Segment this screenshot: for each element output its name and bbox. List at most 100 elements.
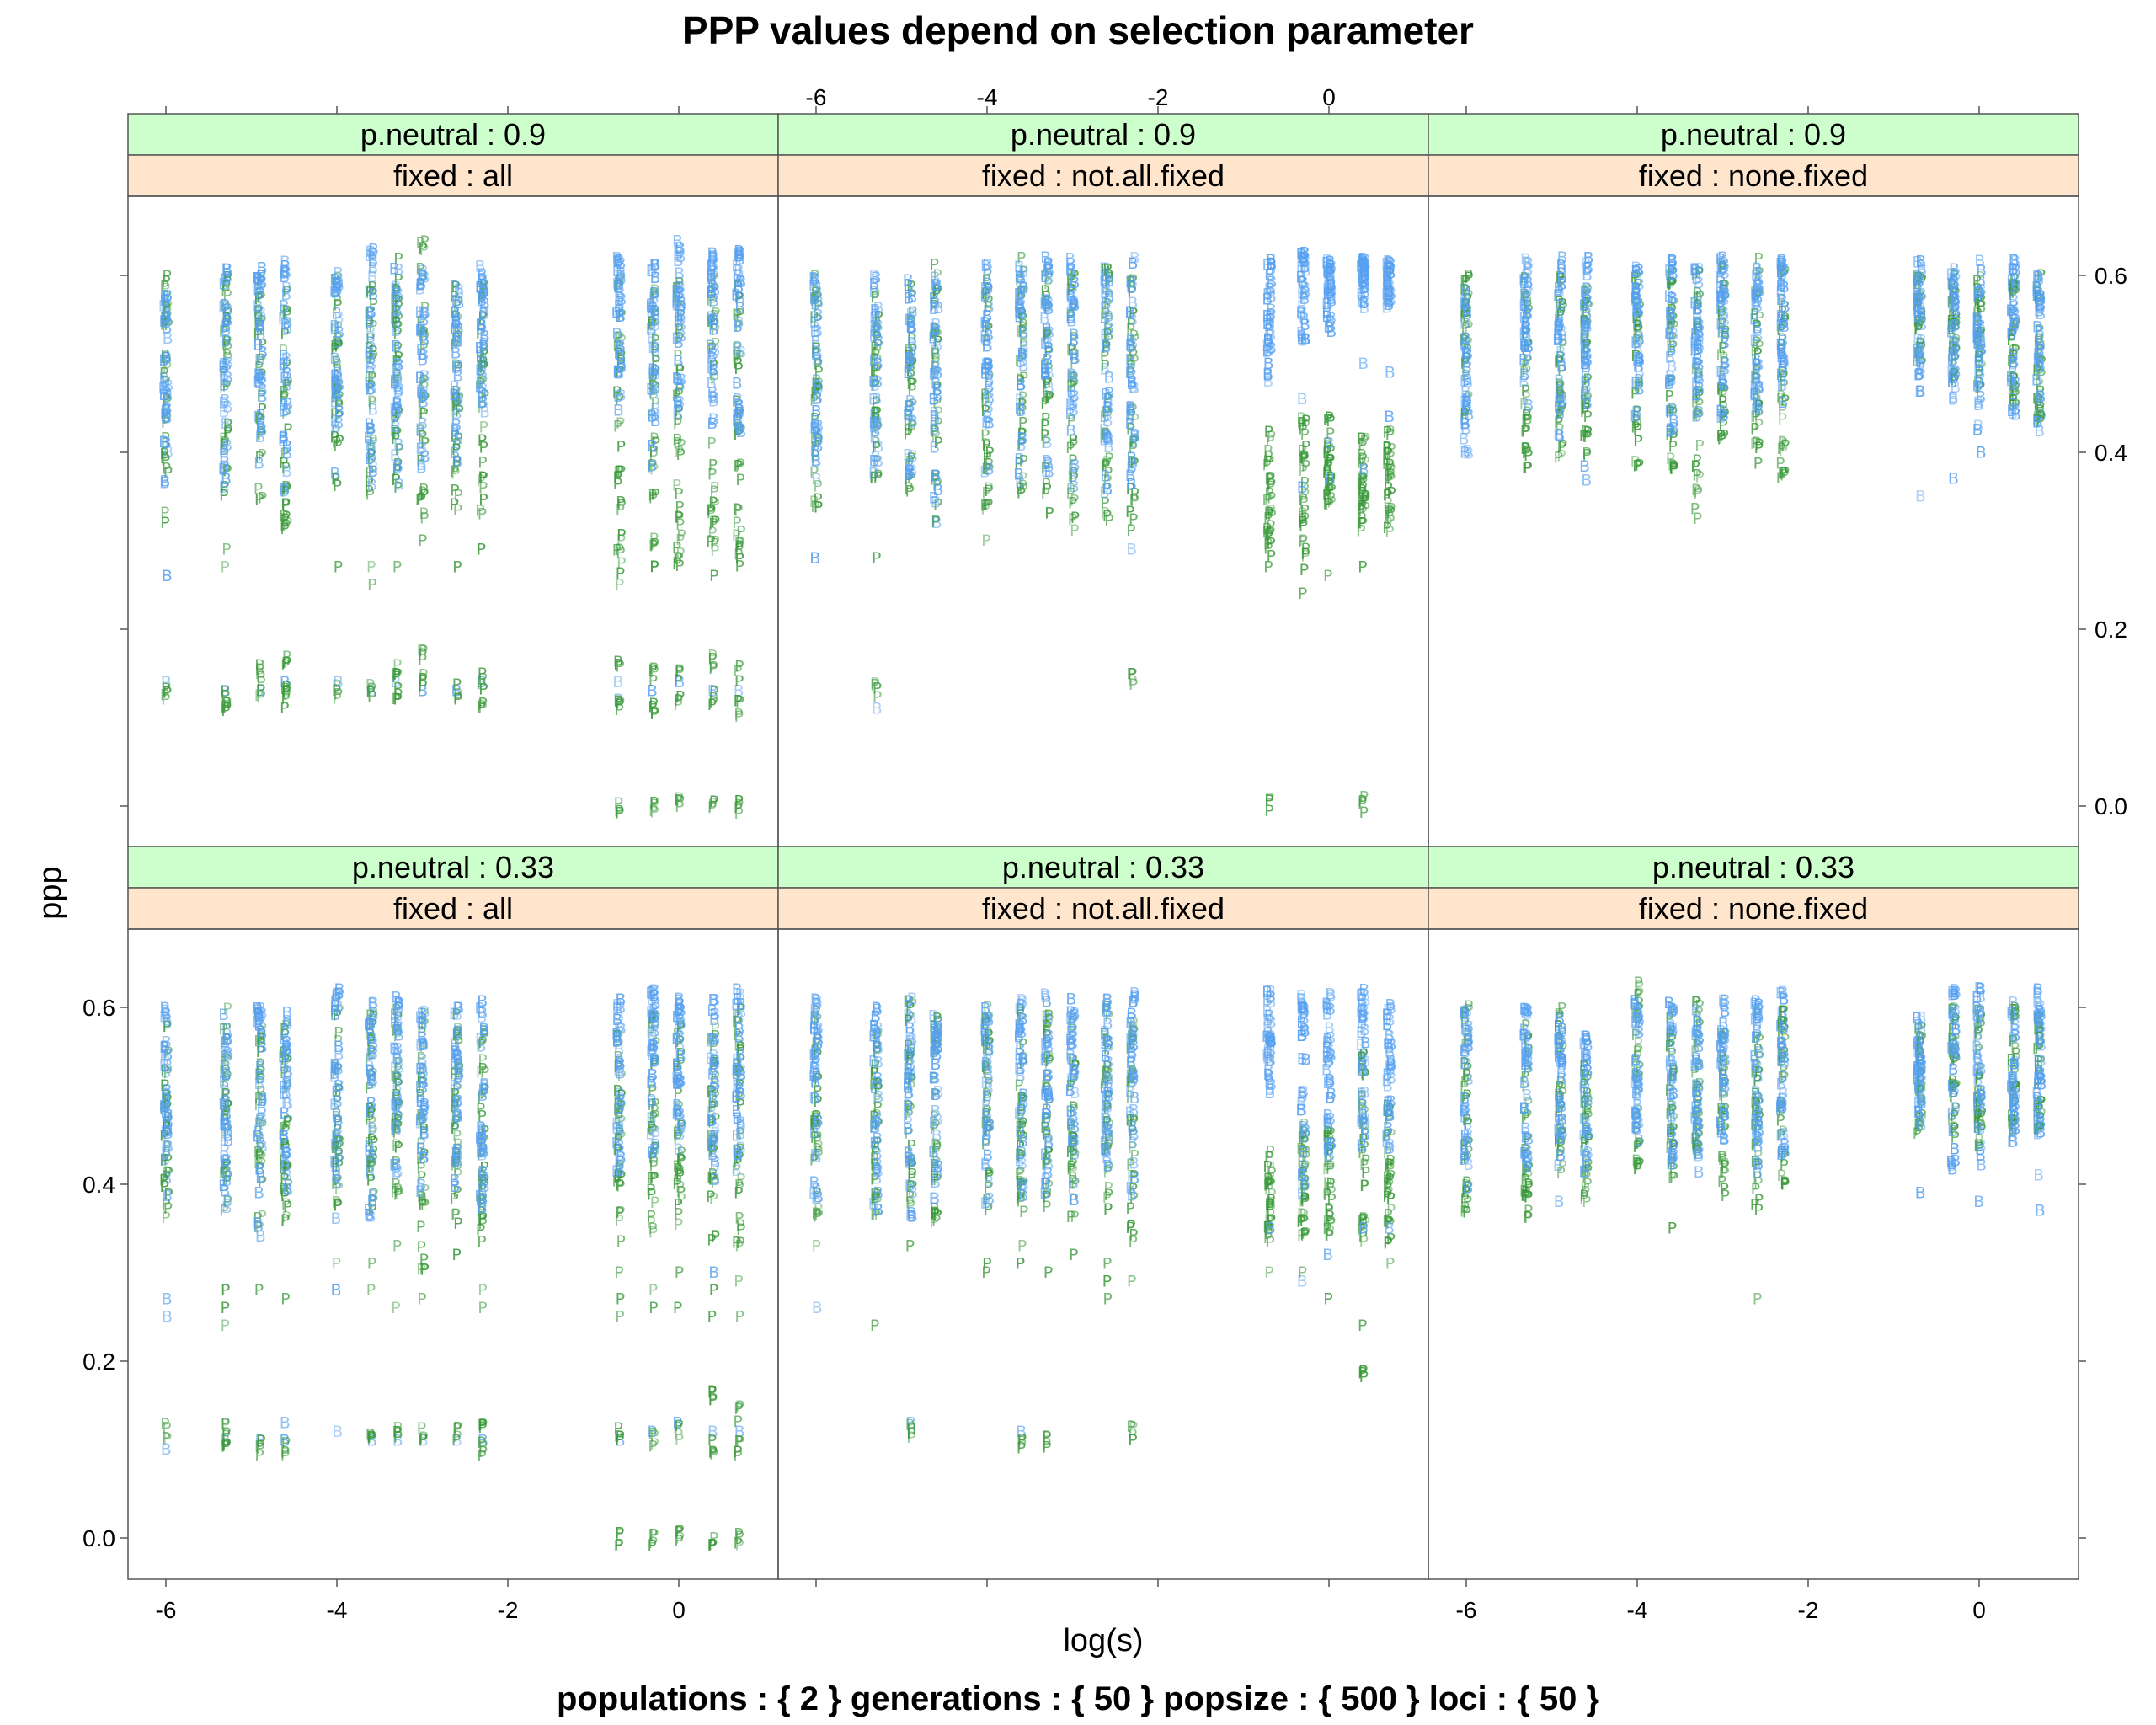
point-b: B — [906, 1066, 917, 1085]
point-b: B — [329, 464, 340, 483]
point-b: B — [1102, 430, 1113, 448]
point-p: P — [1065, 439, 1075, 457]
point-b: B — [220, 1058, 231, 1076]
point-p: P — [160, 514, 169, 532]
point-b: B — [278, 432, 289, 451]
point-p: P — [160, 346, 169, 365]
point-b: B — [255, 406, 266, 425]
point-b: B — [221, 436, 232, 455]
point-p: P — [1579, 427, 1588, 446]
point-b: B — [332, 364, 343, 382]
strip-pneutral — [127, 113, 779, 156]
point-p: P — [218, 323, 227, 341]
point-b: B — [254, 351, 265, 370]
point-b: B — [218, 1006, 229, 1024]
point-b: B — [869, 1079, 880, 1097]
point-b: B — [253, 374, 264, 393]
point-b: B — [906, 1031, 917, 1049]
point-b: B — [477, 1004, 488, 1023]
point-b: B — [708, 321, 719, 339]
point-p: P — [1522, 443, 1531, 462]
point-p: P — [1299, 561, 1309, 579]
point-b: B — [221, 470, 232, 489]
point-p: P — [219, 443, 228, 462]
point-b: B — [255, 1168, 266, 1187]
point-p: P — [254, 409, 264, 428]
point-b: B — [1716, 261, 1727, 280]
point-b: B — [282, 314, 293, 333]
point-p: P — [162, 312, 171, 331]
point-b: B — [332, 1423, 343, 1441]
point-b: B — [163, 329, 173, 348]
point-p: P — [278, 342, 287, 360]
point-b: B — [417, 1079, 428, 1097]
point-b: B — [1664, 305, 1675, 323]
point-b: B — [1976, 328, 1987, 347]
point-p: P — [221, 282, 230, 301]
point-b: B — [367, 1119, 378, 1138]
point-p: P — [707, 1308, 716, 1327]
point-b: B — [981, 338, 992, 356]
point-p: P — [707, 435, 716, 453]
point-b: B — [477, 363, 488, 382]
point-b: B — [672, 393, 683, 412]
point-b: B — [1381, 286, 1392, 304]
point-b: B — [648, 1037, 659, 1055]
point-p: P — [257, 366, 266, 384]
point-p: P — [392, 558, 402, 577]
point-b: B — [1973, 396, 1984, 414]
point-p: P — [393, 1183, 403, 1201]
point-b: B — [329, 350, 340, 368]
point-p: P — [280, 1290, 290, 1309]
point-b: B — [282, 395, 293, 414]
point-b: B — [1912, 270, 1923, 289]
point-b: B — [1776, 336, 1787, 355]
point-b: B — [870, 1022, 881, 1040]
point-p: P — [333, 477, 342, 495]
point-p: P — [392, 691, 402, 709]
point-b: B — [161, 350, 172, 368]
point-b: B — [417, 1028, 428, 1047]
point-p: P — [710, 1228, 719, 1247]
point-b: B — [329, 384, 340, 403]
point-p: P — [649, 530, 659, 548]
point-b: B — [255, 275, 266, 294]
point-b: B — [1042, 434, 1053, 452]
point-b: B — [1972, 417, 1983, 435]
point-p: P — [1775, 469, 1785, 488]
point-b: B — [451, 1043, 462, 1061]
point-b: B — [162, 399, 173, 418]
point-b: B — [162, 319, 173, 338]
point-b: B — [220, 391, 231, 409]
point-b: B — [979, 360, 990, 379]
point-b: B — [931, 467, 942, 485]
point-p: P — [220, 682, 229, 701]
point-b: B — [873, 1184, 883, 1203]
point-b: B — [257, 1092, 268, 1110]
point-b: B — [220, 318, 231, 336]
point-b: B — [254, 1058, 265, 1076]
point-p: P — [647, 1186, 656, 1204]
point-p: P — [1017, 1439, 1026, 1458]
point-b: B — [732, 339, 743, 358]
point-b: B — [903, 446, 914, 464]
point-p: P — [222, 286, 232, 305]
point-b: B — [674, 990, 685, 1008]
point-p: P — [280, 516, 289, 535]
point-b: B — [903, 1084, 914, 1103]
point-p: P — [160, 438, 169, 457]
point-b: B — [280, 253, 291, 271]
point-b: B — [419, 1149, 430, 1167]
point-p: P — [255, 411, 264, 430]
point-p: P — [221, 541, 231, 559]
point-p: P — [1296, 414, 1305, 433]
point-b: B — [708, 1080, 719, 1098]
point-b: B — [281, 1033, 292, 1052]
point-p: P — [1016, 1255, 1025, 1274]
point-b: B — [453, 294, 464, 312]
point-b: B — [1630, 302, 1641, 321]
point-p: P — [280, 1211, 290, 1230]
point-p: P — [255, 660, 264, 679]
point-p: P — [615, 500, 624, 519]
